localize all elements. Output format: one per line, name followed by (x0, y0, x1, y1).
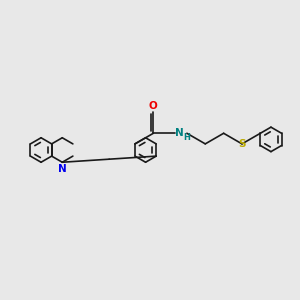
Text: S: S (238, 139, 246, 149)
Text: O: O (149, 100, 158, 111)
Text: N: N (58, 164, 67, 174)
Text: N: N (176, 128, 184, 138)
Text: H: H (183, 133, 190, 142)
